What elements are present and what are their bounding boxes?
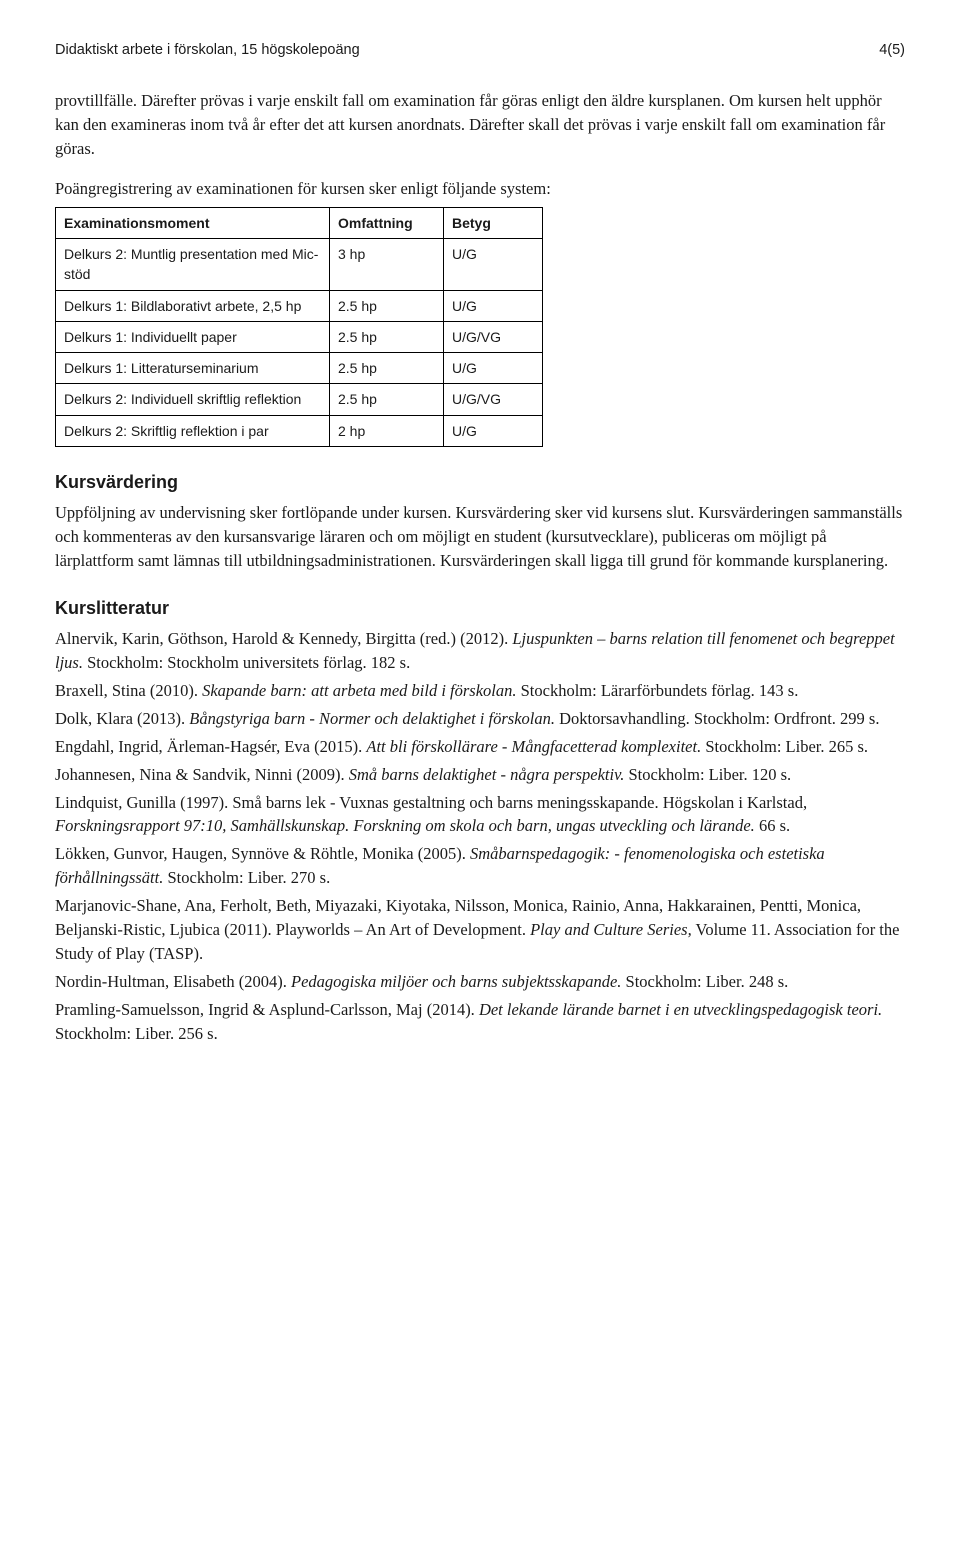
table-header-row: Examinationsmoment Omfattning Betyg xyxy=(56,207,543,238)
col-header-omfattning: Omfattning xyxy=(330,207,444,238)
table-cell: 2.5 hp xyxy=(330,290,444,321)
kurslitteratur-heading: Kurslitteratur xyxy=(55,595,905,621)
literature-entry: Braxell, Stina (2010). Skapande barn: at… xyxy=(55,679,905,703)
intro-text: provtillfälle. Därefter prövas i varje e… xyxy=(55,89,905,161)
table-cell: Delkurs 2: Muntlig presentation med Mic-… xyxy=(56,239,330,291)
table-cell: Delkurs 1: Litteraturseminarium xyxy=(56,353,330,384)
exam-system-line: Poängregistrering av examinationen för k… xyxy=(55,177,905,201)
table-row: Delkurs 2: Individuell skriftlig reflekt… xyxy=(56,384,543,415)
kursvardering-text: Uppföljning av undervisning sker fortlöp… xyxy=(55,501,905,573)
table-cell: U/G xyxy=(444,353,543,384)
table-cell: U/G xyxy=(444,239,543,291)
col-header-betyg: Betyg xyxy=(444,207,543,238)
col-header-moment: Examinationsmoment xyxy=(56,207,330,238)
kurslitteratur-list: Alnervik, Karin, Göthson, Harold & Kenne… xyxy=(55,627,905,1046)
literature-entry: Dolk, Klara (2013). Bångstyriga barn - N… xyxy=(55,707,905,731)
table-cell: Delkurs 1: Bildlaborativt arbete, 2,5 hp xyxy=(56,290,330,321)
kursvardering-heading: Kursvärdering xyxy=(55,469,905,495)
table-cell: 2.5 hp xyxy=(330,353,444,384)
table-cell: U/G/VG xyxy=(444,321,543,352)
table-row: Delkurs 2: Muntlig presentation med Mic-… xyxy=(56,239,543,291)
literature-entry: Nordin-Hultman, Elisabeth (2004). Pedago… xyxy=(55,970,905,994)
literature-entry: Engdahl, Ingrid, Ärleman-Hagsér, Eva (20… xyxy=(55,735,905,759)
table-cell: U/G/VG xyxy=(444,384,543,415)
header-page-number: 4(5) xyxy=(879,40,905,61)
table-cell: 2.5 hp xyxy=(330,321,444,352)
intro-paragraph: provtillfälle. Därefter prövas i varje e… xyxy=(55,89,905,161)
table-cell: U/G xyxy=(444,290,543,321)
table-cell: Delkurs 2: Individuell skriftlig reflekt… xyxy=(56,384,330,415)
exam-table-body: Delkurs 2: Muntlig presentation med Mic-… xyxy=(56,239,543,447)
table-row: Delkurs 1: Individuellt paper2.5 hpU/G/V… xyxy=(56,321,543,352)
page-header: Didaktiskt arbete i förskolan, 15 högsko… xyxy=(55,40,905,61)
literature-entry: Lökken, Gunvor, Haugen, Synnöve & Röhtle… xyxy=(55,842,905,890)
kursvardering-block: Uppföljning av undervisning sker fortlöp… xyxy=(55,501,905,573)
table-cell: 3 hp xyxy=(330,239,444,291)
exam-table: Examinationsmoment Omfattning Betyg Delk… xyxy=(55,207,543,447)
table-cell: 2.5 hp xyxy=(330,384,444,415)
table-cell: Delkurs 1: Individuellt paper xyxy=(56,321,330,352)
literature-entry: Marjanovic-Shane, Ana, Ferholt, Beth, Mi… xyxy=(55,894,905,966)
table-row: Delkurs 1: Bildlaborativt arbete, 2,5 hp… xyxy=(56,290,543,321)
table-row: Delkurs 1: Litteraturseminarium2.5 hpU/G xyxy=(56,353,543,384)
literature-entry: Pramling-Samuelsson, Ingrid & Asplund-Ca… xyxy=(55,998,905,1046)
table-row: Delkurs 2: Skriftlig reflektion i par2 h… xyxy=(56,415,543,446)
literature-entry: Lindquist, Gunilla (1997). Små barns lek… xyxy=(55,791,905,839)
literature-entry: Johannesen, Nina & Sandvik, Ninni (2009)… xyxy=(55,763,905,787)
table-cell: 2 hp xyxy=(330,415,444,446)
table-cell: Delkurs 2: Skriftlig reflektion i par xyxy=(56,415,330,446)
table-cell: U/G xyxy=(444,415,543,446)
literature-entry: Alnervik, Karin, Göthson, Harold & Kenne… xyxy=(55,627,905,675)
header-left: Didaktiskt arbete i förskolan, 15 högsko… xyxy=(55,40,360,61)
